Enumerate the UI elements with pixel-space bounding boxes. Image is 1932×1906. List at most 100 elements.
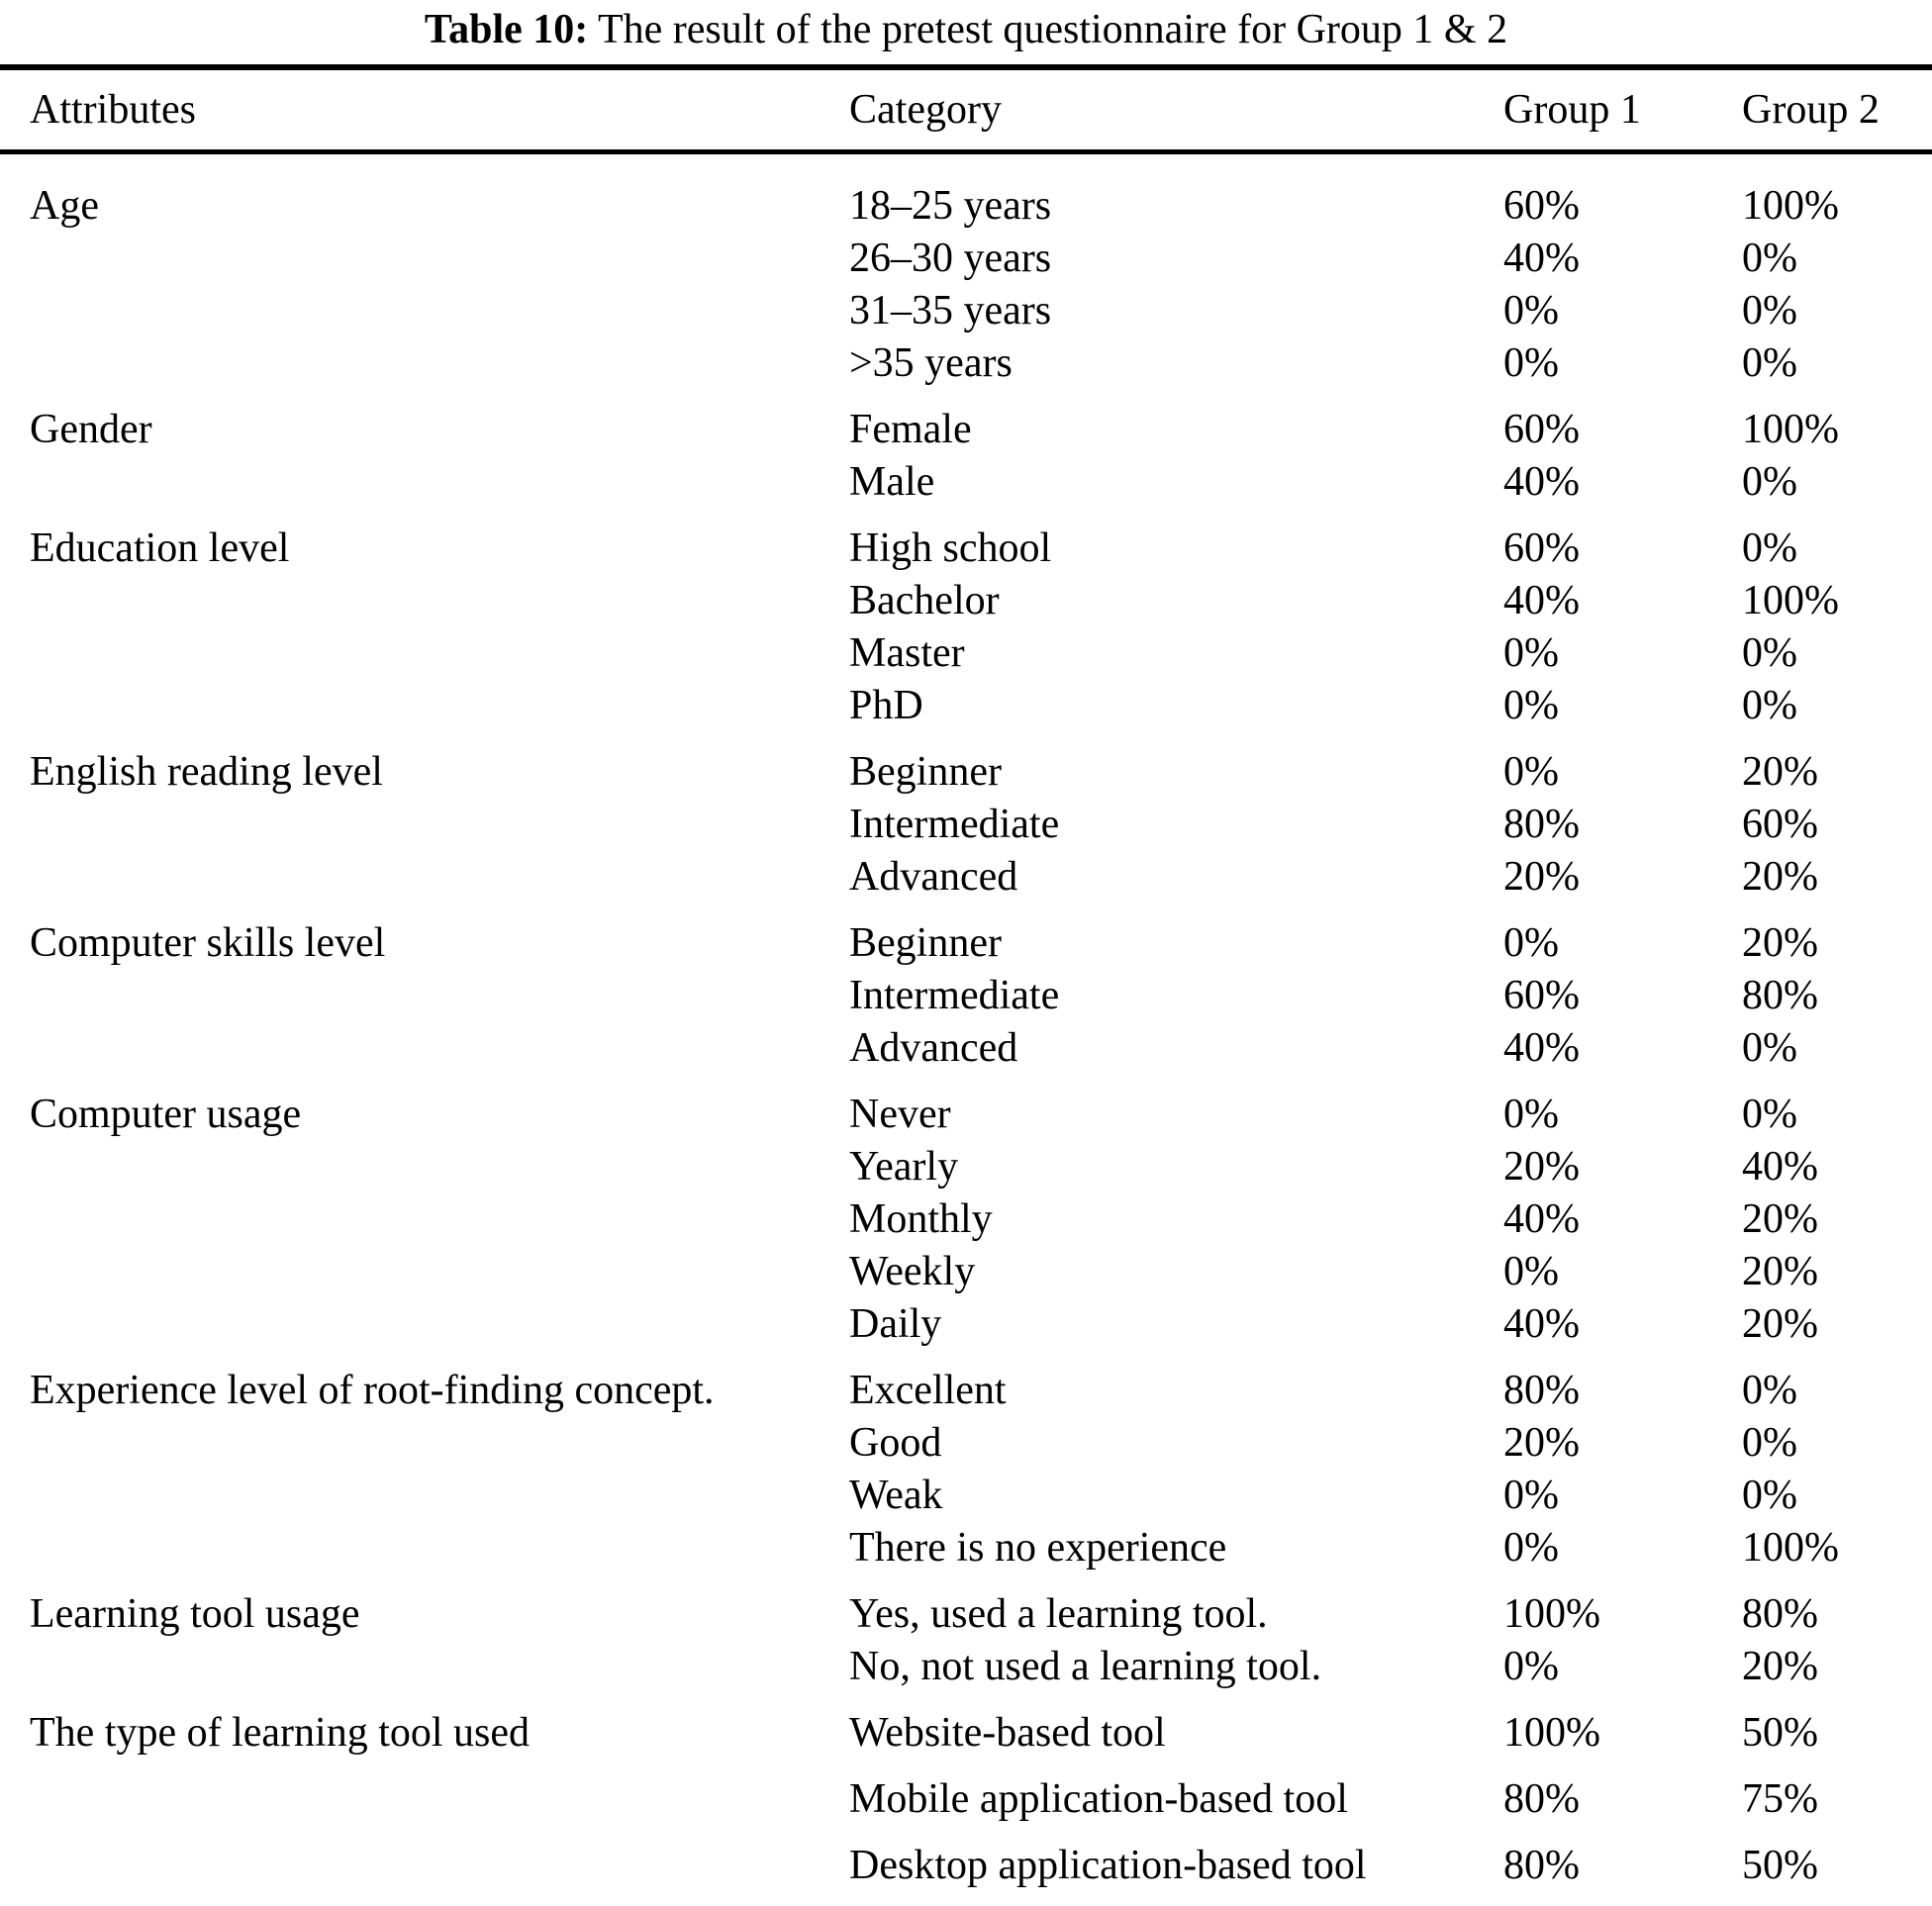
table-row: Good 20% 0%: [0, 1417, 1932, 1470]
category-cell: There is no experience: [849, 1525, 1227, 1571]
category-cell: PhD: [849, 683, 923, 728]
category-cell: Intermediate: [849, 802, 1060, 847]
group2-value-cell: 20%: [1742, 854, 1818, 900]
group2-value-cell: 0%: [1742, 1025, 1797, 1071]
attribute-cell: [0, 1022, 849, 1075]
group1-value-cell: 60%: [1503, 973, 1580, 1018]
attribute-cell: [0, 970, 849, 1022]
group2-value-cell: 0%: [1742, 236, 1797, 281]
table-caption-number: Table 10:: [424, 7, 589, 52]
attribute-cell: [0, 1417, 849, 1470]
table-row: Weekly 0% 20%: [0, 1246, 1932, 1298]
attribute-cell: [0, 1141, 849, 1193]
category-cell: Monthly: [849, 1196, 993, 1242]
table-row: Advanced 20% 20%: [0, 851, 1932, 904]
category-cell: Excellent: [849, 1368, 1007, 1413]
table-row: Experience level of root-finding concept…: [0, 1351, 1932, 1417]
header-row: Attributes Category Group 1 Group 2: [0, 67, 1932, 154]
group1-value-cell: 80%: [1503, 1843, 1580, 1888]
group2-value-cell: 0%: [1742, 340, 1797, 386]
group1-value-cell: 0%: [1503, 1092, 1559, 1137]
attribute-cell: Computer usage: [30, 1092, 302, 1137]
group1-value-cell: 0%: [1503, 1525, 1559, 1571]
attribute-cell: [0, 233, 849, 285]
attribute-cell: [0, 337, 849, 390]
group1-value-cell: 60%: [1503, 525, 1580, 571]
column-header-category: Category: [849, 67, 1503, 154]
category-cell: Mobile application-based tool: [849, 1776, 1348, 1822]
attribute-cell: [0, 1246, 849, 1298]
category-cell: Weak: [849, 1473, 943, 1518]
category-cell: Master: [849, 630, 965, 676]
category-cell: Male: [849, 459, 935, 505]
group2-value-cell: 0%: [1742, 1420, 1797, 1466]
group2-value-cell: 20%: [1742, 920, 1818, 966]
group1-value-cell: 0%: [1503, 683, 1559, 728]
group1-value-cell: 0%: [1503, 340, 1559, 386]
table-row: Intermediate 80% 60%: [0, 799, 1932, 851]
table-row: Gender Female 60% 100%: [0, 390, 1932, 456]
category-cell: Yes, used a learning tool.: [849, 1591, 1268, 1637]
category-cell: 18–25 years: [849, 183, 1052, 229]
attribute-cell: Age: [30, 183, 99, 229]
group2-value-cell: 0%: [1742, 683, 1797, 728]
table-row: There is no experience 0% 100%: [0, 1522, 1932, 1574]
category-cell: >35 years: [849, 340, 1013, 386]
table-row: Desktop application-based tool 80% 50%: [0, 1826, 1932, 1906]
group2-value-cell: 0%: [1742, 630, 1797, 676]
group2-value-cell: 0%: [1742, 459, 1797, 505]
category-cell: Beginner: [849, 749, 1002, 795]
attribute-cell: [0, 575, 849, 627]
table-body: Age 18–25 years 60% 100% 26–30 years 40% 0% 31–…: [0, 152, 1932, 1906]
category-cell: Daily: [849, 1301, 942, 1347]
group2-value-cell: 0%: [1742, 1368, 1797, 1413]
attribute-cell: [0, 1760, 849, 1826]
group2-value-cell: 75%: [1742, 1776, 1818, 1822]
group1-value-cell: 0%: [1503, 1644, 1559, 1689]
attribute-cell: [0, 1470, 849, 1522]
table-row: PhD 0% 0%: [0, 680, 1932, 732]
group2-value-cell: 0%: [1742, 288, 1797, 334]
category-cell: Weekly: [849, 1249, 976, 1294]
category-cell: Beginner: [849, 920, 1002, 966]
table-row: Weak 0% 0%: [0, 1470, 1932, 1522]
table-row: Education level High school 60% 0%: [0, 509, 1932, 575]
table-row: Bachelor 40% 100%: [0, 575, 1932, 627]
table-row: Intermediate 60% 80%: [0, 970, 1932, 1022]
category-cell: Intermediate: [849, 973, 1060, 1018]
group2-value-cell: 100%: [1742, 578, 1839, 623]
attribute-cell: [0, 1826, 849, 1906]
category-cell: Advanced: [849, 854, 1018, 900]
table-row: Yearly 20% 40%: [0, 1141, 1932, 1193]
category-cell: Bachelor: [849, 578, 1000, 623]
group1-value-cell: 40%: [1503, 1025, 1580, 1071]
group2-value-cell: 100%: [1742, 407, 1839, 452]
table-row: Monthly 40% 20%: [0, 1193, 1932, 1246]
attribute-cell: [0, 851, 849, 904]
category-cell: Yearly: [849, 1144, 959, 1190]
group1-value-cell: 40%: [1503, 236, 1580, 281]
table-row: 31–35 years 0% 0%: [0, 285, 1932, 337]
attribute-cell: Education level: [30, 525, 290, 571]
table-row: Age 18–25 years 60% 100%: [0, 152, 1932, 234]
group2-value-cell: 20%: [1742, 1196, 1818, 1242]
group1-value-cell: 40%: [1503, 578, 1580, 623]
attribute-cell: [0, 1193, 849, 1246]
attribute-cell: [0, 1298, 849, 1351]
attribute-cell: [0, 1522, 849, 1574]
group1-value-cell: 0%: [1503, 288, 1559, 334]
group1-value-cell: 0%: [1503, 920, 1559, 966]
table-row: 26–30 years 40% 0%: [0, 233, 1932, 285]
group2-value-cell: 40%: [1742, 1144, 1818, 1190]
attribute-cell: Experience level of root-finding concept…: [30, 1368, 715, 1413]
group1-value-cell: 60%: [1503, 183, 1580, 229]
table-row: Master 0% 0%: [0, 627, 1932, 680]
table-caption: Table 10: The result of the pretest ques…: [0, 0, 1932, 58]
column-header-attributes: Attributes: [0, 67, 849, 154]
table-row: Computer usage Never 0% 0%: [0, 1075, 1932, 1141]
table-row: Mobile application-based tool 80% 75%: [0, 1760, 1932, 1826]
table-row: Computer skills level Beginner 0% 20%: [0, 904, 1932, 970]
group2-value-cell: 0%: [1742, 1092, 1797, 1137]
group2-value-cell: 80%: [1742, 1591, 1818, 1637]
group1-value-cell: 40%: [1503, 1196, 1580, 1242]
